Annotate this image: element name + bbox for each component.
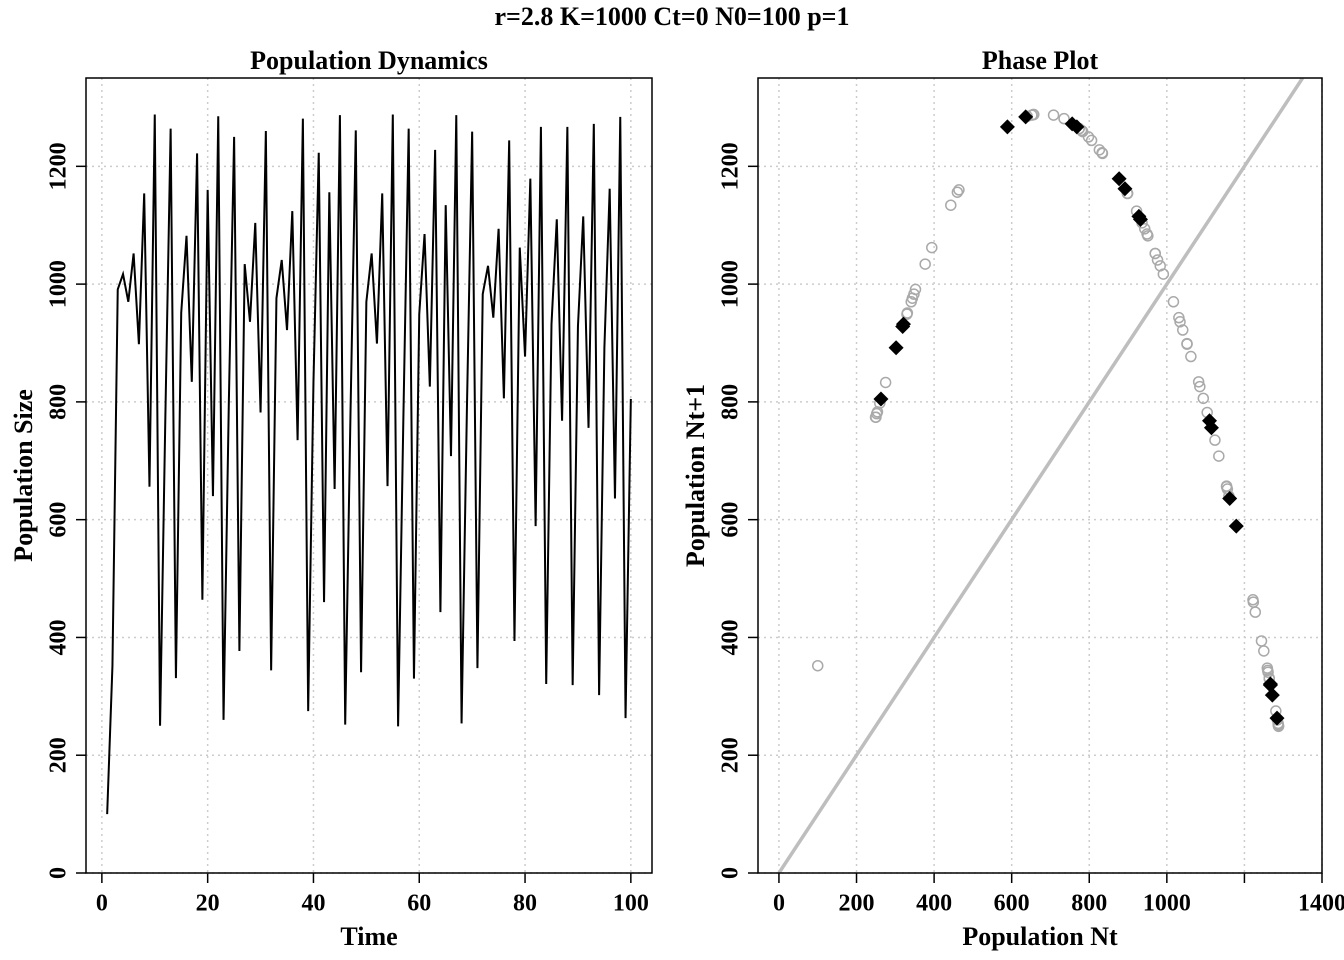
y-axis-label: Population Nt+1 [681, 384, 710, 567]
x-tick-label: 1000 [1143, 891, 1191, 917]
x-tick-label: 0 [96, 891, 108, 917]
point [1096, 147, 1108, 159]
point [1047, 109, 1060, 121]
point [873, 391, 889, 407]
x-tick-label: 1400 [1298, 891, 1344, 917]
point [1151, 254, 1164, 266]
point [1185, 350, 1197, 363]
y-tick-label: 1000 [718, 260, 744, 308]
point [905, 296, 917, 308]
x-tick-label: 800 [1071, 891, 1107, 917]
point [1131, 208, 1147, 224]
point [1255, 635, 1268, 647]
point [1058, 112, 1070, 125]
x-axis-label: Time [340, 922, 397, 951]
x-tick-label: 200 [839, 891, 875, 917]
y-tick-label: 800 [46, 384, 72, 420]
y-axis-label: Population Size [9, 389, 38, 562]
point [1138, 223, 1151, 235]
y-tick-label: 1000 [46, 260, 72, 308]
point [1209, 434, 1221, 446]
y-tick-label: 1200 [718, 142, 744, 190]
x-tick-label: 60 [407, 891, 431, 917]
point [1181, 337, 1193, 350]
x-axis-label: Population Nt [962, 922, 1118, 951]
point [895, 319, 911, 335]
y-tick-label: 0 [46, 867, 72, 879]
point [908, 288, 920, 300]
point [953, 184, 965, 196]
point [871, 406, 884, 418]
point [1167, 296, 1180, 308]
y-tick-label: 400 [718, 619, 744, 655]
point [879, 376, 892, 389]
point [1141, 228, 1153, 240]
point [1262, 677, 1278, 693]
y-tick-label: 200 [46, 737, 72, 773]
identity-line [777, 78, 1305, 873]
point [1154, 260, 1166, 272]
point [1149, 247, 1161, 260]
x-tick-label: 100 [613, 891, 649, 917]
point [926, 241, 938, 254]
point [1264, 687, 1280, 703]
point [1220, 480, 1233, 492]
plot-frame [85, 77, 653, 874]
x-tick-label: 0 [773, 891, 785, 917]
point [1018, 109, 1034, 125]
y-tick-label: 600 [46, 502, 72, 538]
point [1085, 134, 1098, 147]
y-tick-label: 600 [718, 502, 744, 538]
point [945, 199, 957, 211]
point [1258, 645, 1270, 657]
point [1228, 518, 1244, 534]
point [1262, 666, 1274, 678]
point [1064, 116, 1080, 132]
plot-area [777, 78, 1305, 873]
x-tick-label: 20 [196, 891, 220, 917]
point [1192, 376, 1205, 388]
x-tick-label: 600 [994, 891, 1030, 917]
y-tick-label: 1200 [46, 142, 72, 190]
point [1249, 606, 1262, 618]
point [1203, 420, 1219, 436]
point [1197, 392, 1210, 405]
point [1176, 324, 1189, 336]
point [1269, 710, 1285, 726]
y-tick-label: 0 [718, 867, 744, 879]
plot-area [106, 114, 632, 815]
y-tick-label: 400 [46, 619, 72, 655]
y-tick-label: 800 [718, 384, 744, 420]
point [901, 308, 913, 320]
point [1222, 490, 1238, 506]
point [1194, 380, 1206, 393]
x-tick-label: 80 [513, 891, 537, 917]
line-series [106, 114, 632, 815]
panel-title: Phase Plot [982, 46, 1099, 75]
plot-frame [757, 77, 1323, 874]
figure-title: r=2.8 K=1000 Ct=0 N0=100 p=1 [494, 2, 849, 31]
x-tick-label: 400 [916, 891, 952, 917]
panel-title: Population Dynamics [250, 46, 488, 75]
point [999, 119, 1015, 135]
point [869, 411, 882, 423]
point [1093, 144, 1106, 156]
y-tick-label: 200 [718, 737, 744, 773]
point [1261, 662, 1274, 674]
point [1111, 171, 1127, 187]
point [951, 186, 964, 198]
point [888, 340, 904, 356]
point [811, 659, 824, 672]
point [1213, 450, 1225, 462]
point [1173, 311, 1185, 324]
point [919, 258, 931, 270]
point [1117, 181, 1133, 197]
x-tick-label: 40 [301, 891, 325, 917]
